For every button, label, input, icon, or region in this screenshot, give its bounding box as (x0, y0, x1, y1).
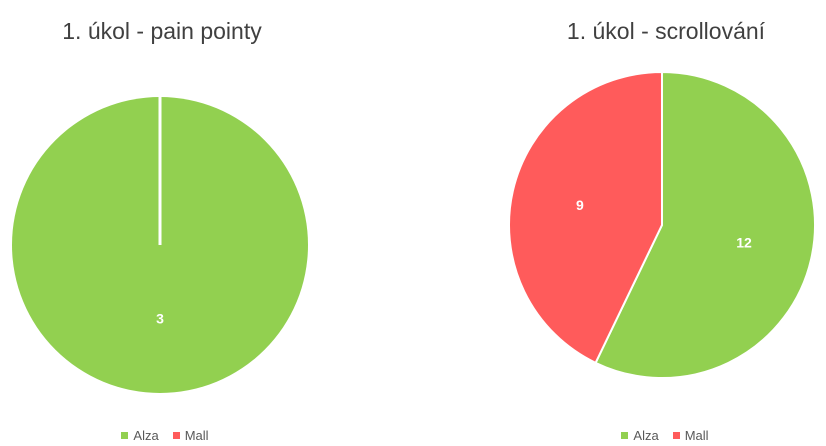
chart-legend: Alza Mall (0, 428, 330, 443)
legend-item-mall: Mall (172, 428, 209, 443)
data-label-mall: 9 (576, 197, 584, 213)
legend-label-alza: Alza (133, 428, 159, 443)
chart-title: 1. úkol - scrollování (566, 18, 766, 44)
data-label-alza: 3 (156, 311, 164, 327)
legend-item-mall: Mall (672, 428, 709, 443)
pie-plot-area: 12 9 (508, 70, 816, 379)
pie-plot-area: 3 (12, 97, 308, 393)
legend-swatch-mall (172, 432, 180, 439)
legend-swatch-alza (621, 432, 629, 439)
legend-item-alza: Alza (121, 428, 159, 443)
legend-swatch-alza (121, 432, 129, 439)
legend-label-mall: Mall (684, 428, 709, 443)
legend-label-mall: Mall (184, 428, 209, 443)
legend-label-alza: Alza (633, 428, 659, 443)
legend-swatch-mall (672, 432, 680, 439)
pie-chart-scrollovani: 1. úkol - scrollování 12 9 Alza Mall (496, 0, 826, 446)
pie-chart-pain-pointy: 1. úkol - pain pointy 3 Alza Mall (0, 0, 330, 446)
legend-item-alza: Alza (621, 428, 659, 443)
pie-slice-alza (594, 70, 816, 379)
data-label-alza: 12 (736, 234, 752, 250)
chart-title: 1. úkol - pain pointy (62, 18, 262, 44)
pie-slice-mall (508, 70, 663, 365)
chart-legend: Alza Mall (504, 428, 826, 443)
